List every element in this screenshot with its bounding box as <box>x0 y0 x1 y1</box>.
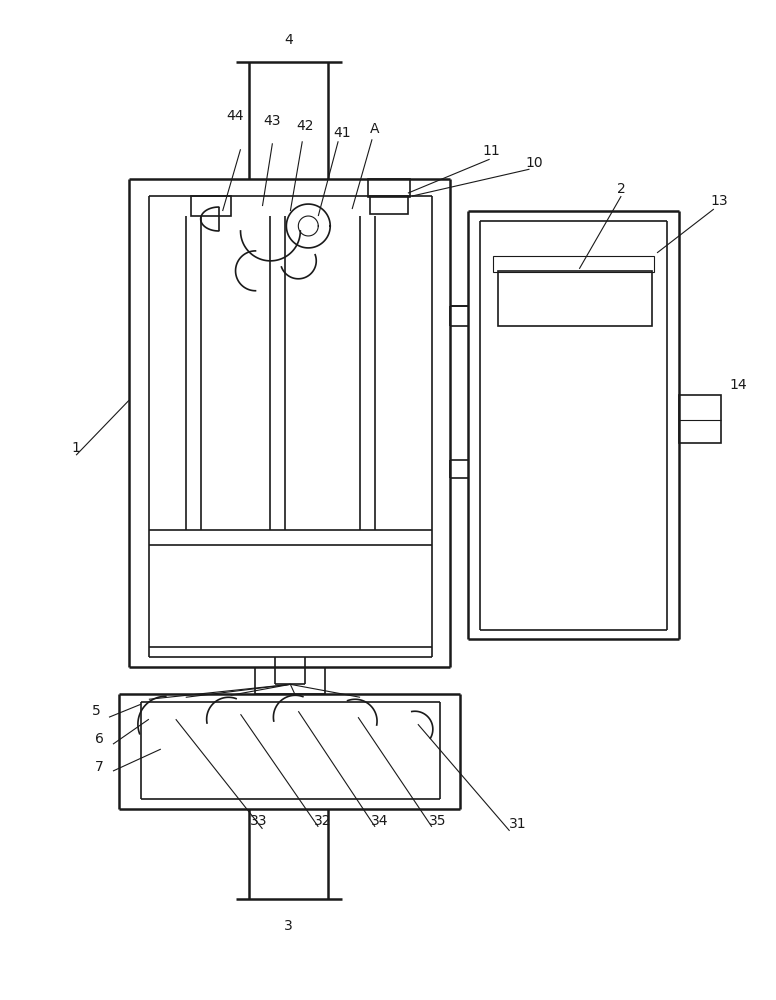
Text: 2: 2 <box>617 182 625 196</box>
Text: 3: 3 <box>284 919 293 933</box>
Bar <box>368 179 410 197</box>
Text: 10: 10 <box>525 156 543 170</box>
Text: 5: 5 <box>92 704 100 718</box>
Bar <box>497 271 652 326</box>
Text: 33: 33 <box>250 814 267 828</box>
Text: 34: 34 <box>371 814 389 828</box>
Text: 13: 13 <box>710 194 728 208</box>
Text: 44: 44 <box>227 109 244 123</box>
Bar <box>679 395 721 443</box>
Text: A: A <box>370 122 379 136</box>
Text: 11: 11 <box>483 144 501 158</box>
Text: 14: 14 <box>730 378 747 392</box>
Text: 31: 31 <box>509 817 526 831</box>
Text: 4: 4 <box>284 33 293 47</box>
Text: 6: 6 <box>95 732 103 746</box>
Bar <box>370 196 408 214</box>
Text: 7: 7 <box>95 760 103 774</box>
Text: 1: 1 <box>71 441 81 455</box>
Text: 35: 35 <box>429 814 446 828</box>
Bar <box>191 196 230 216</box>
Text: 32: 32 <box>314 814 331 828</box>
Text: 43: 43 <box>264 114 281 128</box>
Text: 42: 42 <box>296 119 314 133</box>
Text: 41: 41 <box>334 126 351 140</box>
Bar <box>493 256 654 272</box>
